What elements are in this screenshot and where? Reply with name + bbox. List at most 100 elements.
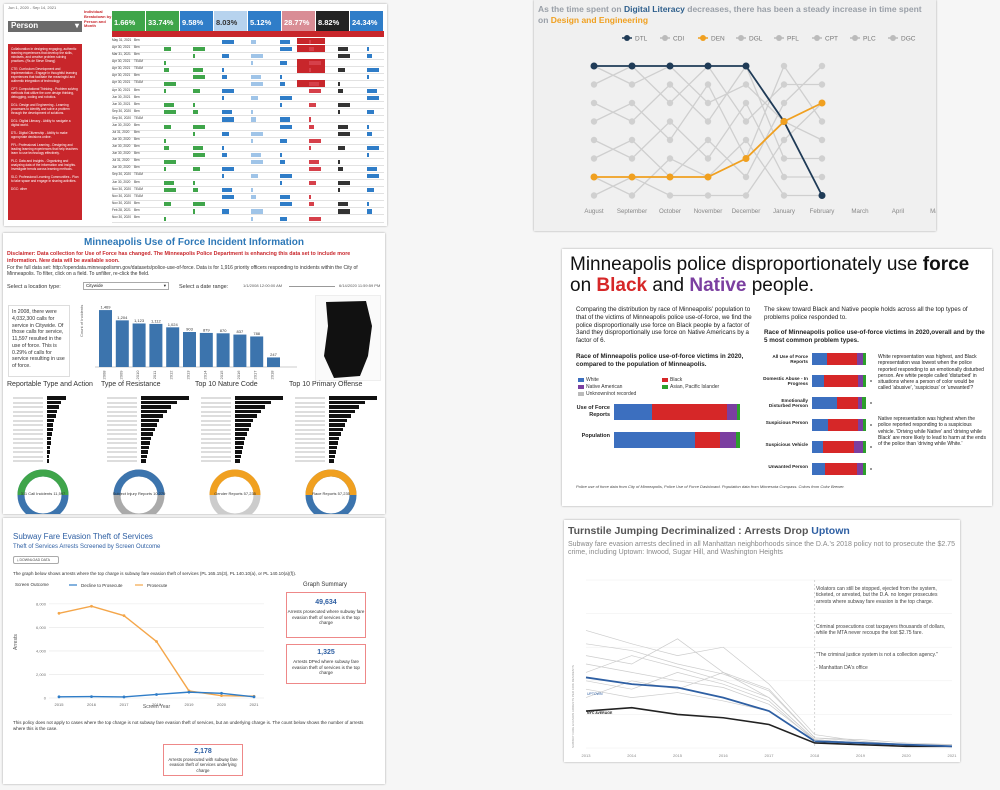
point-decline — [122, 695, 126, 699]
section-bar[interactable] — [235, 432, 247, 436]
person-breakdown-dashboard: Jun 1, 2020 - Sep 14, 2021 Person ▾ Indiv… — [4, 4, 387, 226]
location-select[interactable]: Citywide ▾ — [83, 282, 169, 290]
row-date: Feb 28, 2021 — [112, 207, 131, 212]
section-bar[interactable] — [47, 396, 67, 400]
note-item: DGC: other — [11, 187, 28, 191]
donut-label: 311 Call Incidents 11,597 — [21, 491, 66, 496]
section-bar[interactable] — [47, 423, 54, 427]
legend-dot — [700, 35, 706, 41]
section-bar[interactable] — [141, 441, 150, 445]
x-tick: 2019 — [185, 702, 195, 707]
x-tick: 2016 — [87, 702, 97, 707]
section-bar[interactable] — [235, 441, 244, 445]
mini-bar — [280, 82, 285, 87]
section-bar[interactable] — [329, 450, 336, 454]
section-bar[interactable] — [47, 414, 56, 418]
section-bar[interactable] — [235, 445, 243, 449]
section-bar[interactable] — [141, 436, 151, 440]
section-bar[interactable] — [235, 409, 261, 413]
download-data-button[interactable]: ⤓ DOWNLOAD DATA — [13, 556, 59, 564]
row-label-placeholder — [201, 442, 231, 444]
section-bar[interactable] — [47, 441, 51, 445]
section-bar[interactable] — [141, 427, 155, 431]
section-bar[interactable] — [235, 427, 249, 431]
race-bar-segment — [857, 463, 863, 475]
section-bar[interactable] — [235, 450, 242, 454]
data-table: May 31, 2021 Ben Apr 30, 2021 Ben Mar 31, 20… — [112, 38, 384, 222]
rank-node — [704, 81, 712, 88]
row-label-placeholder — [107, 428, 137, 431]
section-bar[interactable] — [329, 414, 351, 418]
race-bar-segment — [812, 375, 824, 387]
mini-bar — [193, 46, 205, 51]
section-bar[interactable] — [47, 405, 59, 409]
section-bar[interactable] — [47, 436, 51, 440]
section-bar[interactable] — [47, 445, 51, 449]
section-bar[interactable] — [235, 405, 265, 409]
map-area[interactable] — [315, 295, 381, 381]
row-label-placeholder — [295, 451, 325, 453]
section-bar[interactable] — [329, 409, 355, 413]
date-to[interactable]: 6/14/2020 11:59:59 PM — [339, 283, 381, 288]
section-bar[interactable] — [235, 400, 271, 404]
note-item: SLC: Professional Learning Communities -… — [11, 175, 79, 183]
section-bar[interactable] — [141, 423, 157, 427]
section-bar[interactable] — [141, 414, 163, 418]
rank-node — [742, 136, 750, 144]
section-bar[interactable] — [47, 427, 53, 431]
section-bar[interactable] — [47, 454, 50, 458]
legend-label: Asian, Pacific Islander — [670, 384, 720, 390]
row-label-placeholder — [295, 437, 325, 440]
row-name: Ben — [134, 45, 140, 50]
section-bar[interactable] — [141, 418, 159, 422]
section-bar[interactable] — [329, 427, 343, 431]
point-decline — [155, 693, 158, 696]
section-bar[interactable] — [329, 405, 359, 409]
chart-title: Turnstile Jumping Decriminalized : Arres… — [568, 525, 956, 537]
section-bar[interactable] — [235, 454, 241, 458]
section-bar[interactable] — [141, 405, 171, 409]
section-bar[interactable] — [141, 445, 149, 449]
section-bar[interactable] — [329, 445, 337, 449]
section-bar[interactable] — [141, 432, 153, 436]
section-bar[interactable] — [141, 454, 147, 458]
section-bar[interactable] — [329, 459, 334, 463]
rank-node — [704, 118, 712, 125]
section-bar[interactable] — [47, 400, 62, 404]
row-label-placeholder — [107, 437, 137, 440]
legend-label: DGC — [901, 36, 916, 43]
section-bar[interactable] — [235, 423, 251, 427]
section-bar[interactable] — [235, 396, 283, 400]
section-bar[interactable] — [329, 454, 335, 458]
date-from[interactable]: 1/1/2008 12:00:00 AM — [243, 283, 283, 288]
section-bar[interactable] — [47, 409, 58, 413]
section-bar[interactable] — [329, 396, 377, 400]
date-range-slider[interactable] — [289, 286, 335, 287]
section-bar[interactable] — [329, 400, 365, 404]
section-bar[interactable] — [329, 436, 339, 440]
section-bar[interactable] — [47, 450, 50, 454]
section-bar[interactable] — [235, 436, 245, 440]
section-bar[interactable] — [329, 432, 341, 436]
section-bar[interactable] — [235, 414, 257, 418]
section-bar[interactable] — [141, 459, 146, 463]
rank-node — [780, 192, 788, 199]
rank-node — [704, 155, 712, 162]
row-divider — [112, 150, 384, 152]
section-bar[interactable] — [47, 432, 52, 436]
race-bar-segment — [858, 397, 862, 409]
section-bar[interactable] — [329, 441, 338, 445]
section-bar[interactable] — [235, 459, 240, 463]
section-bar[interactable] — [329, 418, 347, 422]
section-bar[interactable] — [141, 450, 148, 454]
section-bar[interactable] — [47, 418, 55, 422]
section-bar[interactable] — [329, 423, 345, 427]
person-dropdown[interactable]: Person ▾ — [8, 21, 82, 32]
row-divider — [112, 65, 384, 67]
series-point-dtl — [666, 62, 674, 70]
section-bar[interactable] — [141, 396, 189, 400]
section-bar[interactable] — [235, 418, 253, 422]
section-bar[interactable] — [141, 409, 167, 413]
section-bar[interactable] — [47, 459, 49, 463]
section-bar[interactable] — [141, 400, 177, 404]
